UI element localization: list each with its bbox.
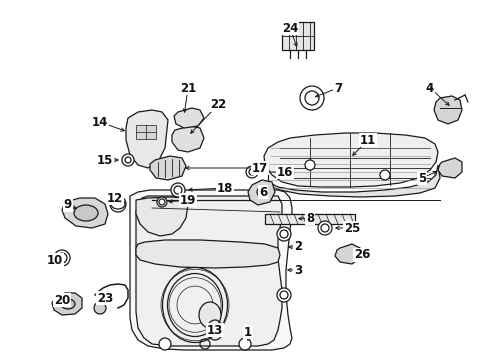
Text: 17: 17 bbox=[251, 162, 267, 175]
Text: 8: 8 bbox=[305, 211, 313, 225]
Bar bbox=[264, 214, 354, 224]
Text: 10: 10 bbox=[47, 253, 63, 266]
Circle shape bbox=[157, 197, 167, 207]
Text: 4: 4 bbox=[425, 81, 433, 94]
Circle shape bbox=[276, 288, 290, 302]
Polygon shape bbox=[334, 244, 359, 264]
Circle shape bbox=[159, 338, 171, 350]
Polygon shape bbox=[264, 133, 437, 187]
Circle shape bbox=[257, 187, 266, 197]
Circle shape bbox=[276, 227, 290, 241]
Polygon shape bbox=[437, 158, 461, 178]
Ellipse shape bbox=[162, 267, 227, 342]
Circle shape bbox=[171, 183, 184, 197]
Text: 16: 16 bbox=[276, 166, 293, 179]
Polygon shape bbox=[130, 190, 291, 350]
Polygon shape bbox=[247, 180, 274, 205]
Polygon shape bbox=[433, 96, 461, 124]
Polygon shape bbox=[267, 165, 439, 197]
Circle shape bbox=[94, 302, 106, 314]
Text: 23: 23 bbox=[97, 292, 113, 305]
Polygon shape bbox=[136, 240, 280, 268]
Polygon shape bbox=[62, 198, 108, 228]
Text: 5: 5 bbox=[417, 171, 425, 184]
Polygon shape bbox=[174, 108, 203, 128]
Text: 25: 25 bbox=[343, 221, 360, 234]
Text: 7: 7 bbox=[333, 81, 342, 94]
Polygon shape bbox=[150, 156, 185, 180]
Text: 1: 1 bbox=[244, 325, 251, 338]
Circle shape bbox=[122, 154, 134, 166]
Text: 3: 3 bbox=[293, 264, 302, 276]
Circle shape bbox=[379, 170, 389, 180]
Text: 14: 14 bbox=[92, 116, 108, 129]
Polygon shape bbox=[172, 126, 203, 152]
Circle shape bbox=[317, 221, 331, 235]
Polygon shape bbox=[136, 197, 187, 236]
Text: 2: 2 bbox=[293, 240, 302, 253]
Circle shape bbox=[54, 250, 70, 266]
Polygon shape bbox=[52, 293, 82, 315]
Polygon shape bbox=[126, 110, 168, 168]
Ellipse shape bbox=[74, 205, 98, 221]
Text: 15: 15 bbox=[97, 153, 113, 166]
Text: 19: 19 bbox=[180, 194, 196, 207]
Circle shape bbox=[245, 166, 258, 178]
Bar bbox=[136, 125, 156, 139]
Circle shape bbox=[305, 160, 314, 170]
Text: 26: 26 bbox=[353, 248, 369, 261]
Text: 13: 13 bbox=[206, 324, 223, 337]
Circle shape bbox=[299, 86, 324, 110]
Polygon shape bbox=[136, 196, 282, 346]
Ellipse shape bbox=[199, 302, 221, 328]
Circle shape bbox=[110, 196, 126, 212]
Text: 6: 6 bbox=[258, 185, 266, 198]
Text: 11: 11 bbox=[359, 134, 375, 147]
Text: 22: 22 bbox=[209, 99, 225, 112]
Text: 20: 20 bbox=[54, 293, 70, 306]
Ellipse shape bbox=[61, 299, 75, 309]
Text: 21: 21 bbox=[180, 81, 196, 94]
Text: 18: 18 bbox=[216, 181, 233, 194]
Text: 12: 12 bbox=[107, 192, 123, 204]
Bar bbox=[282, 22, 313, 50]
Text: 24: 24 bbox=[281, 22, 298, 35]
Circle shape bbox=[239, 338, 250, 350]
Text: 9: 9 bbox=[64, 198, 72, 211]
